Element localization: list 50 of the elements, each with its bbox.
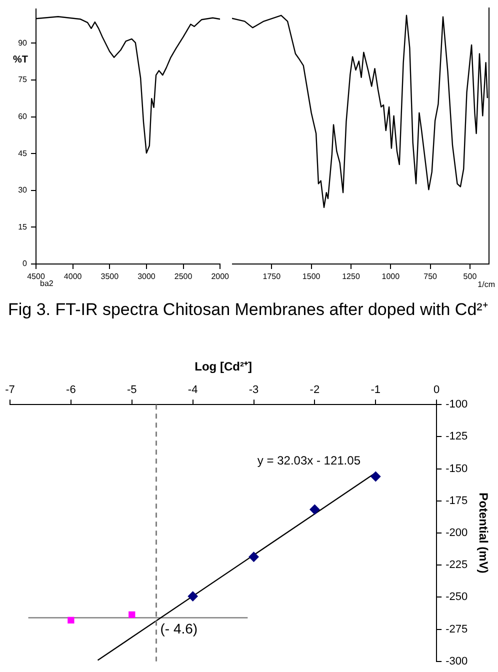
- x-tick-label: 1250: [342, 272, 360, 282]
- y-tick-label: 30: [18, 186, 28, 195]
- x-tick-label: 500: [463, 272, 478, 282]
- y-tick-label: -150: [446, 462, 468, 475]
- y-tick-label: -275: [446, 623, 468, 636]
- y-tick-label: 75: [18, 75, 28, 84]
- y-axis-title: Potential (mV): [476, 492, 490, 574]
- y-tick-label: -300: [446, 655, 468, 668]
- annotation: y = 32.03x - 121.05: [257, 453, 361, 468]
- point: [188, 591, 198, 602]
- y-tick-label: -225: [446, 559, 468, 572]
- y-tick-label: 0: [22, 259, 28, 268]
- y-tick-label: 60: [18, 112, 28, 121]
- x-tick-label: 4500: [27, 272, 46, 282]
- y-tick-label: 15: [18, 222, 28, 232]
- y-tick-label: -125: [446, 430, 468, 443]
- x-tick-label: -2: [310, 384, 320, 396]
- x-tick-label: 1000: [382, 272, 400, 282]
- x-axis-title: Log [Cd²⁺]: [194, 360, 252, 374]
- x-tick-label: -1: [370, 384, 381, 396]
- y-axis-title: %T: [13, 54, 28, 66]
- y-tick-label: 90: [18, 38, 28, 48]
- y-tick-label: -175: [446, 494, 468, 507]
- x-tick-label: 4000: [64, 272, 82, 282]
- x-tick-label: -3: [248, 384, 259, 396]
- x-axis-title: 1/cm: [478, 280, 496, 290]
- point: [370, 472, 381, 482]
- point: [310, 504, 320, 515]
- x-tick-label: 1750: [262, 272, 282, 282]
- text: Fig 3. FT-IR spectra Chitosan Membranes after doped with Cd²⁺: [8, 300, 490, 319]
- x-tick-label: 750: [424, 272, 438, 282]
- x-tick-label: -5: [126, 384, 137, 396]
- y-tick-label: -250: [446, 591, 468, 604]
- x-tick-label: 2500: [174, 272, 193, 282]
- ref-line-label: (- 4.6): [160, 620, 198, 637]
- text: ba2: [40, 279, 54, 288]
- x-tick-label: 3000: [138, 272, 156, 282]
- point: [68, 616, 74, 624]
- x-tick-label: 0: [434, 384, 440, 396]
- y-tick-label: 45: [18, 148, 28, 158]
- point: [248, 552, 259, 562]
- y-tick-label: -200: [446, 527, 468, 540]
- x-tick-label: 2000: [211, 272, 230, 282]
- x-tick-label: 3500: [100, 272, 120, 282]
- x-tick-label: -4: [188, 384, 198, 396]
- x-tick-label: 1500: [302, 272, 321, 282]
- x-tick-label: -7: [5, 384, 15, 396]
- point: [128, 611, 136, 618]
- x-tick-label: -6: [66, 384, 76, 396]
- y-tick-label: -100: [446, 398, 468, 411]
